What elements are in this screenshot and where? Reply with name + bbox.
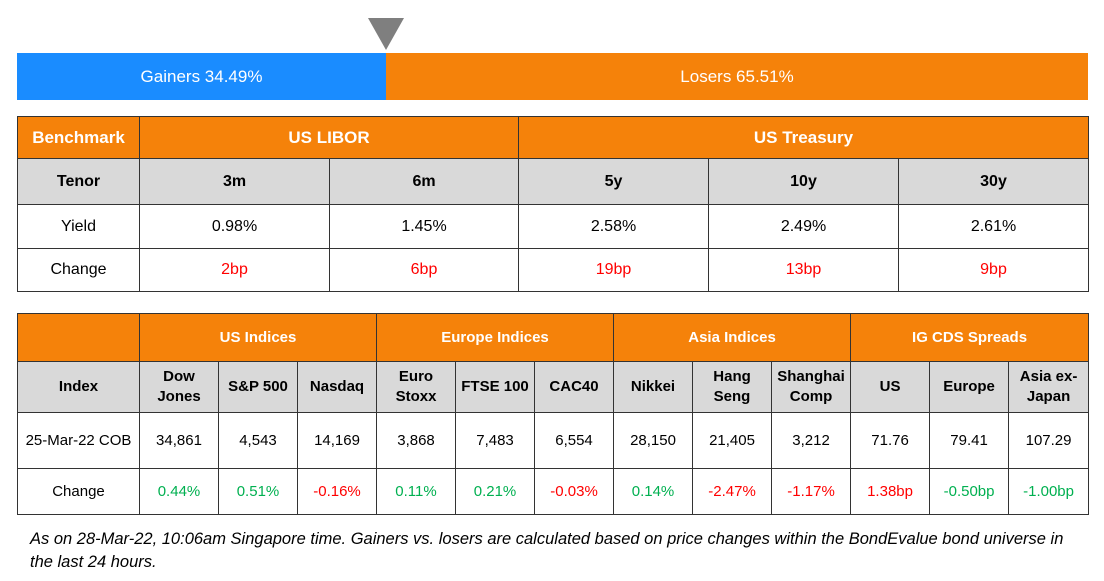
table-cell: Hang Seng <box>692 361 773 413</box>
table-cell: S&P 500 <box>218 361 298 413</box>
table-cell: Nasdaq <box>296 361 378 413</box>
table-cell: 3,868 <box>376 412 457 469</box>
table-cell: 2.61% <box>898 204 1090 249</box>
table-cell: FTSE 100 <box>455 361 536 413</box>
table-cell: -1.17% <box>771 468 852 515</box>
table-cell: Asia Indices <box>613 313 852 362</box>
table-cell <box>17 313 140 362</box>
table-row: Change 2bp 6bp 19bp 13bp 9bp <box>17 248 1090 292</box>
table-cell: Nikkei <box>613 361 694 413</box>
table-row: US Indices Europe Indices Asia Indices IG C… <box>17 313 1090 362</box>
table-row: Change 0.44% 0.51% -0.16% 0.11% 0.21% -0.03% 0.… <box>17 468 1090 515</box>
table-cell: 28,150 <box>613 412 694 469</box>
table-cell: 6,554 <box>534 412 615 469</box>
table-cell: 34,861 <box>139 412 219 469</box>
table-cell: -0.16% <box>296 468 378 515</box>
table-cell: 0.21% <box>455 468 536 515</box>
table-cell: Yield <box>17 204 140 249</box>
table-cell: US <box>850 361 931 413</box>
table-cell: 3,212 <box>771 412 852 469</box>
table-row: Index Dow Jones S&P 500 Nasdaq Euro Stoxx FTS… <box>17 361 1090 413</box>
table-cell: 13bp <box>708 248 900 292</box>
table-row: 25-Mar-22 COB 34,861 4,543 14,169 3,868 7,483… <box>17 412 1090 469</box>
table-cell: 3m <box>139 158 330 205</box>
table-cell: Europe Indices <box>376 313 615 362</box>
gainers-bar: Gainers 34.49% <box>17 53 386 100</box>
table-cell: 79.41 <box>929 412 1010 469</box>
table-cell: 5y <box>518 158 710 205</box>
table-cell: 0.51% <box>218 468 298 515</box>
table-cell: 2.58% <box>518 204 710 249</box>
table-cell: 0.11% <box>376 468 457 515</box>
footnote: As on 28-Mar-22, 10:06am Singapore time.… <box>30 530 1064 571</box>
table-cell: 14,169 <box>296 412 378 469</box>
table-cell: IG CDS Spreads <box>850 313 1090 362</box>
pointer <box>368 18 404 50</box>
table-cell: Index <box>17 361 140 413</box>
table-cell: -2.47% <box>692 468 773 515</box>
table-cell: Tenor <box>17 158 140 205</box>
table-cell: 107.29 <box>1008 412 1090 469</box>
losers-bar: Losers 65.51% <box>386 53 1088 100</box>
table-cell: US LIBOR <box>138 116 520 159</box>
table-cell: 30y <box>898 158 1090 205</box>
benchmark-table: Benchmark US LIBOR US Treasury Tenor 3m 6m 5y 1… <box>17 116 1090 292</box>
table-cell: 1.45% <box>328 204 520 249</box>
table-cell: 4,543 <box>218 412 298 469</box>
table-cell: 0.98% <box>139 204 330 249</box>
indices-table: US Indices Europe Indices Asia Indices IG C… <box>17 313 1090 515</box>
table-cell: Euro Stoxx <box>376 361 457 413</box>
table-cell: -0.50bp <box>929 468 1010 515</box>
table-cell: -1.00bp <box>1008 468 1090 515</box>
table-cell: Dow Jones <box>139 361 219 413</box>
table-cell: US Indices <box>138 313 378 362</box>
table-row: Yield 0.98% 1.45% 2.58% 2.49% 2.61% <box>17 204 1090 249</box>
table-cell: 2.49% <box>708 204 900 249</box>
table-cell: Asia ex-Japan <box>1008 361 1090 413</box>
table-cell: Change <box>17 468 140 515</box>
table-row: Benchmark US LIBOR US Treasury <box>17 116 1090 159</box>
table-cell: -0.03% <box>534 468 615 515</box>
table-cell: 0.14% <box>613 468 694 515</box>
table-cell: 7,483 <box>455 412 536 469</box>
table-cell: Change <box>17 248 140 292</box>
table-row: Tenor 3m 6m 5y 10y 30y <box>17 158 1090 205</box>
table-cell: Europe <box>929 361 1010 413</box>
table-cell: CAC40 <box>534 361 615 413</box>
table-cell: US Treasury <box>518 116 1090 159</box>
table-cell: 9bp <box>898 248 1090 292</box>
table-cell: 2bp <box>139 248 330 292</box>
table-cell: 19bp <box>518 248 710 292</box>
table-cell: 0.44% <box>139 468 219 515</box>
table-cell: Benchmark <box>17 116 140 159</box>
table-cell: 6m <box>328 158 520 205</box>
table-cell: 21,405 <box>692 412 773 469</box>
table-cell: 6bp <box>328 248 520 292</box>
table-cell: Shanghai Comp <box>771 361 852 413</box>
table-cell: 25-Mar-22 COB <box>17 412 140 469</box>
table-cell: 1.38bp <box>850 468 931 515</box>
table-cell: 71.76 <box>850 412 931 469</box>
table-cell: 10y <box>708 158 900 205</box>
